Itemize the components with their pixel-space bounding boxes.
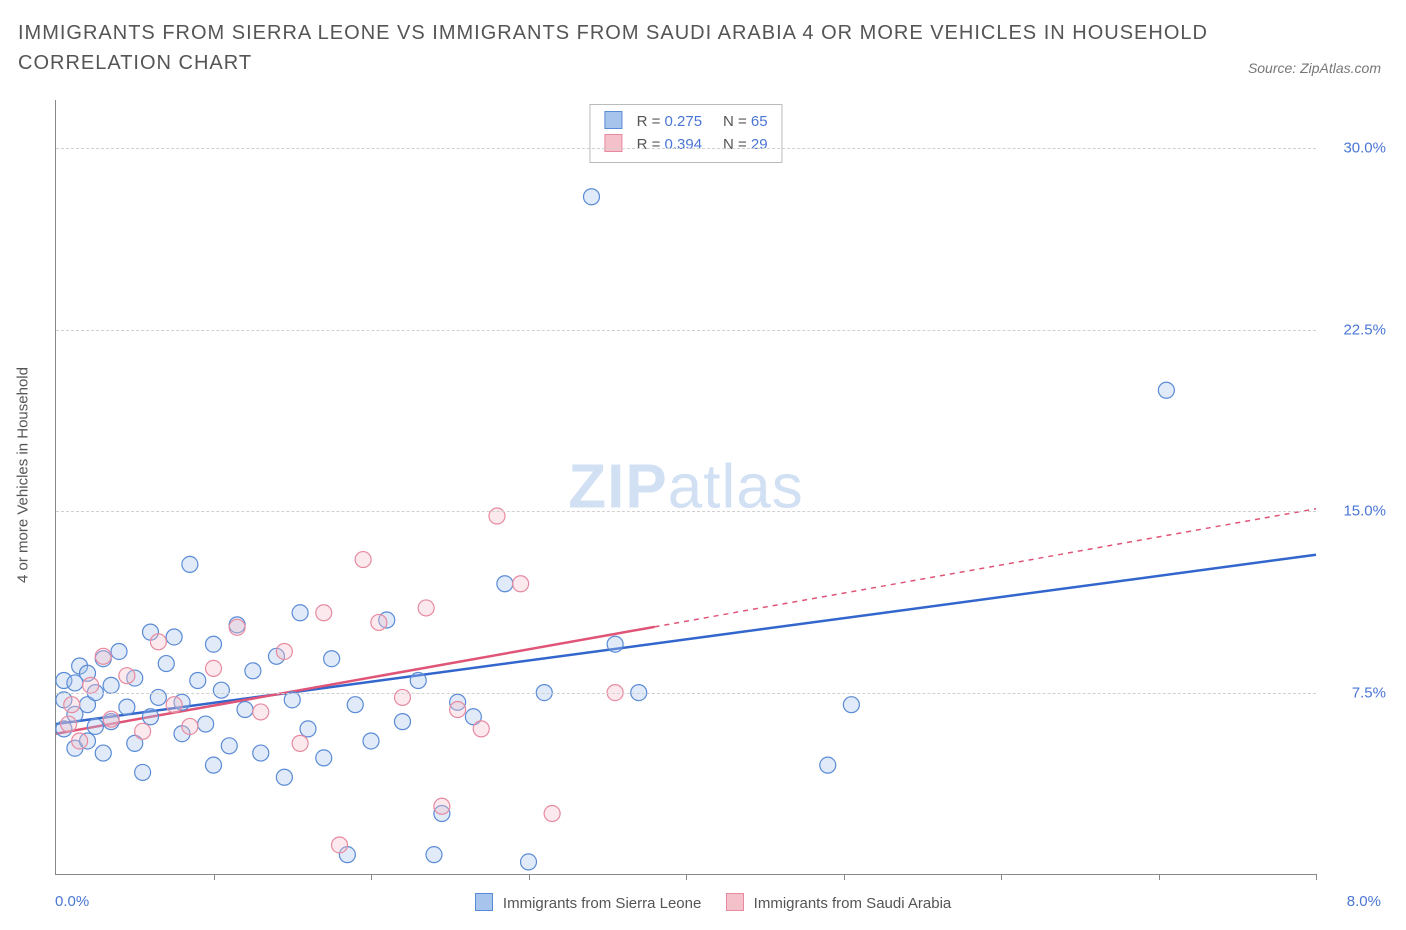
x-tick	[214, 874, 215, 880]
data-point-sierra_leone	[521, 854, 537, 870]
data-point-sierra_leone	[347, 697, 363, 713]
data-point-sierra_leone	[95, 745, 111, 761]
data-point-saudi_arabia	[95, 648, 111, 664]
data-point-sierra_leone	[820, 757, 836, 773]
data-point-saudi_arabia	[182, 718, 198, 734]
gridline	[56, 511, 1316, 512]
legend-label-saudi-arabia: Immigrants from Saudi Arabia	[754, 895, 952, 912]
data-point-sierra_leone	[497, 576, 513, 592]
data-point-saudi_arabia	[332, 837, 348, 853]
data-point-sierra_leone	[292, 605, 308, 621]
y-axis-label-wrap: 4 or more Vehicles in Household	[8, 100, 38, 850]
data-point-sierra_leone	[206, 757, 222, 773]
data-point-saudi_arabia	[103, 711, 119, 727]
data-point-saudi_arabia	[276, 643, 292, 659]
data-point-saudi_arabia	[229, 619, 245, 635]
data-point-sierra_leone	[206, 636, 222, 652]
data-point-saudi_arabia	[316, 605, 332, 621]
data-point-sierra_leone	[324, 651, 340, 667]
data-point-saudi_arabia	[61, 716, 77, 732]
data-point-sierra_leone	[843, 697, 859, 713]
bottom-legend: Immigrants from Sierra Leone Immigrants …	[0, 893, 1406, 912]
data-point-sierra_leone	[284, 692, 300, 708]
data-point-saudi_arabia	[83, 677, 99, 693]
data-point-sierra_leone	[276, 769, 292, 785]
data-point-saudi_arabia	[253, 704, 269, 720]
x-tick	[844, 874, 845, 880]
data-point-saudi_arabia	[119, 668, 135, 684]
y-axis-label: 4 or more Vehicles in Household	[15, 367, 32, 583]
data-point-saudi_arabia	[473, 721, 489, 737]
gridline	[56, 693, 1316, 694]
legend-swatch-saudi-arabia	[726, 893, 744, 911]
gridline	[56, 330, 1316, 331]
y-tick-label: 7.5%	[1326, 684, 1386, 701]
data-point-sierra_leone	[410, 673, 426, 689]
y-tick-label: 15.0%	[1326, 503, 1386, 520]
data-point-sierra_leone	[103, 677, 119, 693]
data-point-saudi_arabia	[450, 702, 466, 718]
gridline	[56, 148, 1316, 149]
data-point-sierra_leone	[182, 556, 198, 572]
data-point-saudi_arabia	[513, 576, 529, 592]
x-tick	[1001, 874, 1002, 880]
data-point-sierra_leone	[119, 699, 135, 715]
y-tick-label: 30.0%	[1326, 140, 1386, 157]
legend-swatch-sierra-leone	[475, 893, 493, 911]
data-point-saudi_arabia	[135, 723, 151, 739]
plot-area: ZIPatlas R = 0.275 N = 65 R = 0.394 N = …	[55, 100, 1316, 875]
x-tick	[1316, 874, 1317, 880]
data-point-saudi_arabia	[355, 552, 371, 568]
data-point-sierra_leone	[87, 718, 103, 734]
data-point-sierra_leone	[395, 714, 411, 730]
data-point-sierra_leone	[237, 702, 253, 718]
x-tick	[529, 874, 530, 880]
data-point-sierra_leone	[213, 682, 229, 698]
data-point-sierra_leone	[143, 709, 159, 725]
data-point-saudi_arabia	[64, 697, 80, 713]
data-point-saudi_arabia	[371, 614, 387, 630]
data-point-saudi_arabia	[418, 600, 434, 616]
data-point-saudi_arabia	[544, 806, 560, 822]
data-point-sierra_leone	[316, 750, 332, 766]
data-point-sierra_leone	[190, 673, 206, 689]
scatter-points-layer	[56, 100, 1316, 874]
legend-label-sierra-leone: Immigrants from Sierra Leone	[503, 895, 701, 912]
data-point-saudi_arabia	[434, 798, 450, 814]
x-tick	[686, 874, 687, 880]
data-point-sierra_leone	[221, 738, 237, 754]
data-point-sierra_leone	[584, 189, 600, 205]
x-tick	[371, 874, 372, 880]
data-point-sierra_leone	[245, 663, 261, 679]
data-point-saudi_arabia	[72, 733, 88, 749]
y-tick-label: 22.5%	[1326, 321, 1386, 338]
data-point-sierra_leone	[253, 745, 269, 761]
data-point-sierra_leone	[363, 733, 379, 749]
data-point-saudi_arabia	[166, 697, 182, 713]
data-point-sierra_leone	[426, 847, 442, 863]
data-point-sierra_leone	[607, 636, 623, 652]
data-point-sierra_leone	[198, 716, 214, 732]
data-point-saudi_arabia	[150, 634, 166, 650]
data-point-sierra_leone	[166, 629, 182, 645]
source-credit: Source: ZipAtlas.com	[1248, 60, 1381, 76]
data-point-saudi_arabia	[292, 735, 308, 751]
data-point-sierra_leone	[158, 656, 174, 672]
chart-title: IMMIGRANTS FROM SIERRA LEONE VS IMMIGRAN…	[18, 18, 1306, 78]
data-point-sierra_leone	[1158, 382, 1174, 398]
data-point-sierra_leone	[111, 643, 127, 659]
data-point-sierra_leone	[300, 721, 316, 737]
x-tick	[1159, 874, 1160, 880]
data-point-saudi_arabia	[206, 660, 222, 676]
data-point-sierra_leone	[135, 764, 151, 780]
